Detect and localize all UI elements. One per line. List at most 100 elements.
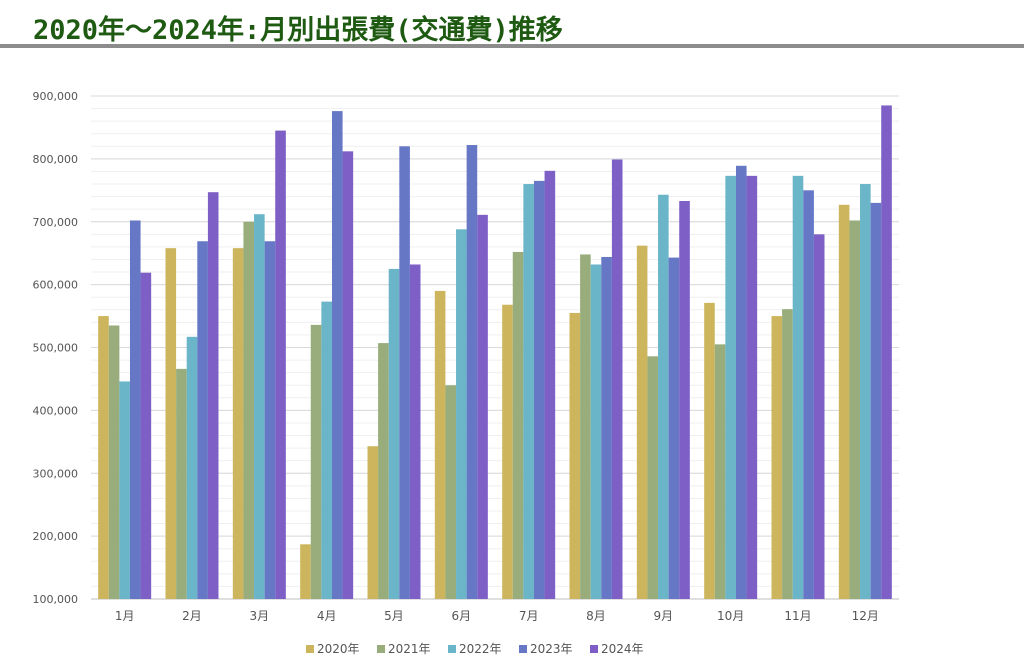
y-tick-label: 800,000 [33, 153, 79, 166]
bar [98, 316, 109, 599]
legend-label: 2021年 [388, 642, 431, 656]
bar [108, 325, 120, 599]
bar [129, 220, 141, 600]
x-tick-label: 10月 [717, 609, 744, 623]
bar [300, 544, 311, 599]
bar [668, 257, 680, 599]
bar [860, 184, 871, 599]
bar [512, 251, 524, 599]
y-axis-ticks: 100,000 200,000 300,000 400,000 500,000 600,0… [33, 90, 79, 606]
bar [140, 272, 152, 599]
bar [207, 192, 219, 599]
bar [331, 111, 343, 599]
bar [782, 309, 793, 599]
x-tick-label: 12月 [852, 609, 879, 623]
bar [658, 194, 669, 599]
legend: 2020年 2021年 2022年 2023年 2024年 [306, 642, 644, 656]
x-tick-label: 8月 [586, 609, 606, 623]
page-title: 2020年～2024年:月別出張費(交通費)推移 [33, 15, 563, 46]
bar [186, 336, 198, 599]
bar [533, 180, 545, 599]
legend-label: 2023年 [530, 642, 573, 656]
y-tick-label: 600,000 [33, 279, 79, 292]
bar [264, 241, 276, 600]
bar [367, 446, 379, 599]
bar [502, 304, 513, 599]
gridlines [91, 95, 899, 600]
y-tick-label: 300,000 [33, 467, 79, 480]
bar [434, 290, 446, 599]
bar [647, 356, 659, 599]
bar [838, 204, 850, 599]
title-divider [0, 44, 1024, 48]
x-tick-label: 9月 [653, 609, 673, 623]
bar [321, 301, 332, 599]
bar [704, 302, 715, 599]
bar [310, 324, 322, 599]
bar [342, 151, 354, 599]
bar [399, 146, 410, 600]
bar [881, 105, 892, 600]
bar [735, 165, 747, 599]
x-tick-label: 5月 [384, 609, 404, 623]
bar [176, 368, 187, 599]
y-tick-label: 700,000 [33, 216, 79, 229]
y-tick-label: 900,000 [33, 90, 79, 103]
bar [388, 268, 400, 599]
bar [714, 344, 726, 599]
x-tick-label: 7月 [519, 609, 539, 623]
bar [466, 145, 478, 599]
legend-label: 2024年 [601, 642, 644, 656]
x-tick-label: 4月 [317, 609, 337, 623]
legend-label: 2020年 [317, 642, 360, 656]
bar [197, 241, 208, 600]
chart-svg: 100,000 200,000 300,000 400,000 500,000 600,0… [33, 90, 899, 656]
bar [119, 381, 130, 599]
bar [523, 184, 534, 599]
legend-swatch [306, 645, 314, 653]
bar [870, 202, 882, 599]
bar [746, 175, 758, 599]
x-axis-ticks: 1月 2月 3月 4月 5月 6月 7月 8月 9月 10月 11月 12月 [115, 609, 879, 623]
bar [254, 214, 265, 599]
bar [679, 201, 690, 599]
legend-swatch [448, 645, 456, 653]
bar [243, 221, 255, 599]
bar [232, 248, 244, 599]
bar [590, 264, 602, 599]
x-tick-label: 1月 [115, 609, 135, 623]
bar [165, 248, 177, 599]
bar [601, 256, 612, 599]
bar [771, 316, 783, 599]
y-tick-label: 100,000 [33, 593, 79, 606]
bar [456, 229, 467, 600]
bar [803, 190, 814, 599]
bar [636, 245, 648, 599]
legend-swatch [377, 645, 385, 653]
bar [611, 159, 623, 599]
bar [725, 175, 736, 599]
legend-swatch [519, 645, 527, 653]
x-tick-label: 2月 [182, 609, 202, 623]
bar [378, 343, 389, 599]
y-tick-label: 500,000 [33, 342, 79, 355]
bars [98, 105, 892, 600]
bar [813, 234, 825, 599]
bar [544, 170, 556, 599]
legend-label: 2022年 [459, 642, 502, 656]
legend-swatch [590, 645, 598, 653]
bar [849, 220, 861, 600]
y-tick-label: 200,000 [33, 530, 79, 543]
bar [477, 214, 488, 599]
y-tick-label: 400,000 [33, 404, 79, 417]
bar [792, 175, 804, 599]
bar [275, 130, 286, 599]
bar [569, 312, 581, 599]
x-tick-label: 3月 [249, 609, 269, 623]
x-tick-label: 6月 [451, 609, 471, 623]
bar-chart: 100,000 200,000 300,000 400,000 500,000 600,0… [0, 48, 1024, 667]
bar [445, 385, 457, 599]
bar [409, 264, 421, 599]
bar [580, 254, 591, 599]
x-tick-label: 11月 [784, 609, 811, 623]
